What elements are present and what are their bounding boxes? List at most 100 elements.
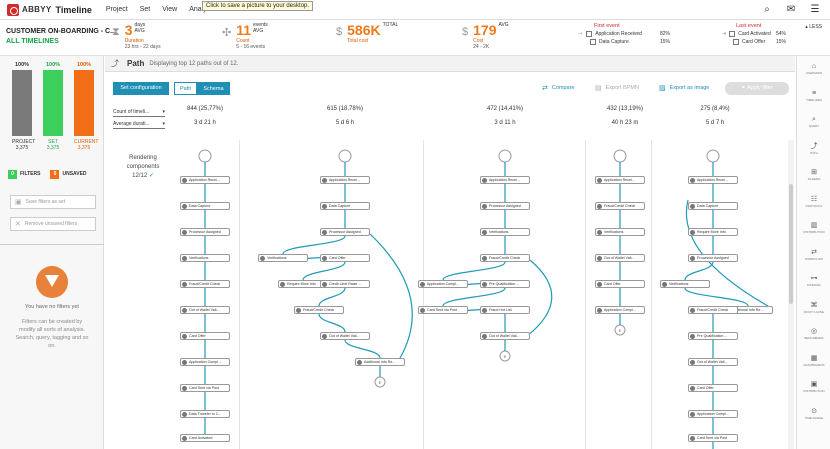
checkbox[interactable] xyxy=(590,39,596,45)
menu-view[interactable]: View xyxy=(162,6,178,13)
activity-node[interactable]: Application Compl... xyxy=(688,410,738,418)
scrollbar-thumb[interactable] xyxy=(789,184,793,304)
activity-node[interactable]: Processor Assigned xyxy=(320,228,370,236)
activity-node[interactable]: Application Compl... xyxy=(180,358,230,366)
sidebar-item-interval[interactable]: ⊶ INTERVAL xyxy=(797,274,830,287)
activity-node[interactable]: Processor Assigned xyxy=(688,254,738,262)
bar-current[interactable]: 100% CURRENT 3,375 xyxy=(74,62,98,151)
activity-node[interactable]: Card Activated xyxy=(180,434,230,442)
bar-project[interactable]: 100% PROJECT 3,375 xyxy=(12,62,35,151)
activity-node[interactable]: Verifications xyxy=(258,254,308,262)
activity-node[interactable]: Card Sent via Post xyxy=(418,306,468,314)
activity-node[interactable]: Out of Wallet Vali... xyxy=(480,332,530,340)
sidebar-item-distribution[interactable]: ▥ DISTRIBUTION xyxy=(797,221,830,234)
activity-node[interactable]: Out of Wallet Vali... xyxy=(688,358,738,366)
bar-set[interactable]: 100% SET 3,375 xyxy=(43,62,63,151)
sidebar-item-schema[interactable]: ⊞ SCHEMA xyxy=(797,168,830,181)
activity-node[interactable]: Application Recei... xyxy=(595,176,645,184)
sidebar-item-distribution[interactable]: ▣ DISTRIBUTION xyxy=(797,380,830,393)
activity-node[interactable]: Processor Assigned xyxy=(180,228,230,236)
first-event-row[interactable]: Data Capture 15% xyxy=(578,39,670,45)
search-icon[interactable]: ⌕ xyxy=(764,4,770,15)
activity-node[interactable]: Out of Wallet Vali... xyxy=(320,332,370,340)
duration-range: 23 hrs - 22 days xyxy=(124,44,161,50)
activity-node[interactable]: Fraud/Credit Check xyxy=(595,202,645,210)
unsaved-count: 0 xyxy=(50,169,60,179)
activity-node[interactable]: Application Recei... xyxy=(480,176,530,184)
end-node-label: E xyxy=(504,354,507,359)
activity-node[interactable]: Card Offer xyxy=(688,384,738,392)
activity-node[interactable]: Fraud/Credit Check xyxy=(294,306,344,314)
sidebar-item-root-cause[interactable]: ⌘ ROOT CAUSE xyxy=(797,301,830,314)
activity-node[interactable]: Credit Limit Raise ... xyxy=(320,280,370,288)
menu-project[interactable]: Project xyxy=(105,6,128,13)
menu-set[interactable]: Set xyxy=(139,6,151,13)
last-event-row[interactable]: ⇥ Card Activated 54% xyxy=(722,31,786,37)
remove-filters-button[interactable]: ✕ Remove unsaved filters xyxy=(10,217,96,231)
compare-button[interactable]: ⇄ Compare xyxy=(542,84,575,92)
sidebar-item-query[interactable]: ⌕ QUERY xyxy=(797,115,830,128)
save-filters-button[interactable]: ▣ Save filters as set xyxy=(10,195,96,209)
checkbox[interactable] xyxy=(729,31,736,37)
activity-node[interactable]: Application Compl... xyxy=(595,306,645,314)
checkbox[interactable] xyxy=(733,39,739,45)
timeline-set-label[interactable]: ALL TIMELINES xyxy=(6,38,59,45)
menu-icon[interactable]: ☰ xyxy=(810,4,820,15)
activity-node[interactable]: Application Compl... xyxy=(418,280,468,288)
export-image-button[interactable]: ▨ Export as image xyxy=(659,84,709,92)
activity-node[interactable]: Card Offer xyxy=(180,332,230,340)
activity-icon xyxy=(690,333,695,339)
activity-node[interactable]: Verifications xyxy=(480,228,530,236)
sidebar-item-protocol[interactable]: ☷ PROTOCOL xyxy=(797,195,830,208)
activity-node[interactable]: Data Capture xyxy=(180,202,230,210)
activity-node[interactable]: Fraud/Credit Check xyxy=(688,306,738,314)
less-toggle[interactable]: ▴ LESS xyxy=(805,24,822,30)
activity-node[interactable]: Card Offer xyxy=(595,280,645,288)
activity-node[interactable]: Application Recei... xyxy=(320,176,370,184)
activity-label: Card Offer xyxy=(329,256,346,260)
last-event-row[interactable]: Card Offer 15% xyxy=(722,39,786,45)
sidebar-item-overview[interactable]: ⌂ OVERVIEW xyxy=(797,62,830,75)
activity-node[interactable]: Verifications xyxy=(595,228,645,236)
activity-node[interactable]: Card Offer xyxy=(320,254,370,262)
activity-node[interactable]: Fraud/Credit Check xyxy=(180,280,230,288)
first-event-row[interactable]: ⇢ Application Received 82% xyxy=(578,31,670,37)
unsaved-counter[interactable]: 0 UNSAVED xyxy=(50,168,87,180)
tab-schema[interactable]: Schema xyxy=(197,82,230,95)
activity-node[interactable]: Additional Info Re... xyxy=(355,358,405,366)
vertical-scrollbar[interactable] xyxy=(788,140,794,449)
sidebar-item-timelines[interactable]: ≡ TIMELINES xyxy=(797,89,830,102)
activity-node[interactable]: Require More Info xyxy=(688,228,738,236)
metric-select-count[interactable]: Count of timeli... xyxy=(113,107,165,117)
activity-icon xyxy=(690,229,695,235)
activity-node[interactable]: Fraud Hot List xyxy=(480,306,530,314)
mail-icon[interactable]: ✉ xyxy=(786,4,796,15)
apply-filter-button[interactable]: ⏷ Apply filter xyxy=(725,82,789,95)
set-configuration-button[interactable]: Set configuration xyxy=(113,82,169,95)
activity-node[interactable]: Data Capture xyxy=(320,202,370,210)
activity-node[interactable]: Verifications xyxy=(660,280,710,288)
activity-node[interactable]: Processor Assigned xyxy=(480,202,530,210)
activity-node[interactable]: Fraud/Credit Check xyxy=(480,254,530,262)
activity-node[interactable]: Card Sent via Post xyxy=(180,384,230,392)
sidebar-item-dashboards[interactable]: ▦ DASHBOARDS xyxy=(797,354,830,367)
activity-node[interactable]: Card Sent via Post xyxy=(688,434,738,442)
sidebar-item-workflow[interactable]: ⇄ WORKFLOW xyxy=(797,248,830,261)
checkbox[interactable] xyxy=(586,31,593,37)
activity-node[interactable]: Data Capture xyxy=(688,202,738,210)
sidebar-item-benchmark[interactable]: ◎ BENCHMARK xyxy=(797,327,830,340)
activity-node[interactable]: Application Recei... xyxy=(688,176,738,184)
export-bpmn-button[interactable]: ▤ Export BPMN xyxy=(595,84,639,92)
filters-counter[interactable]: 0 FILTERS xyxy=(8,168,40,180)
metric-select-duration[interactable]: Average durati... xyxy=(113,119,165,129)
activity-node[interactable]: Application Recei... xyxy=(180,176,230,184)
tab-path[interactable]: Path xyxy=(174,82,198,95)
activity-node[interactable]: Pre Qualification ... xyxy=(480,280,530,288)
sidebar-item-path[interactable]: ⤴ PATH xyxy=(797,142,830,155)
activity-node[interactable]: Out of Wallet Vali... xyxy=(180,306,230,314)
sidebar-item-time-range[interactable]: ⊙ TIME RANGE xyxy=(797,407,830,420)
activity-node[interactable]: Verifications xyxy=(180,254,230,262)
activity-node[interactable]: Data Transfer to C... xyxy=(180,410,230,418)
activity-node[interactable]: Out of Wallet Vali... xyxy=(595,254,645,262)
activity-node[interactable]: Pre Qualification ... xyxy=(688,332,738,340)
